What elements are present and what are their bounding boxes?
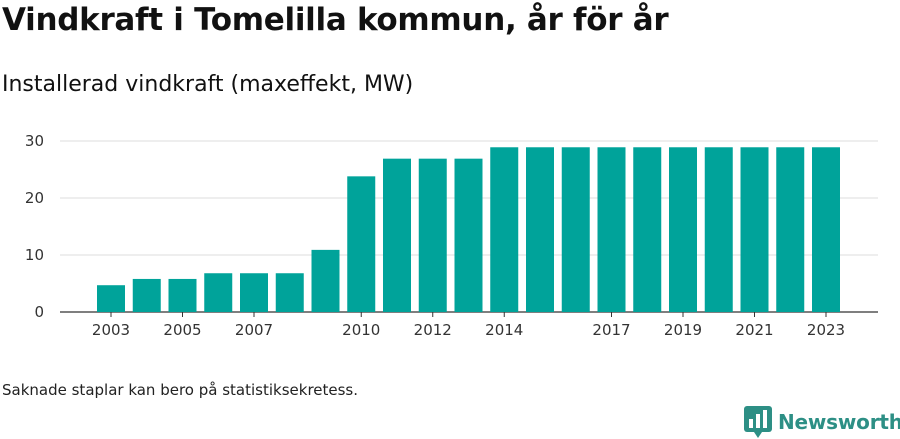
x-tick-label: 2017	[592, 321, 630, 339]
y-tick-label: 0	[34, 303, 44, 321]
bar	[812, 147, 840, 312]
bar	[97, 285, 125, 312]
footnote: Saknade staplar kan bero på statistiksek…	[2, 381, 359, 399]
bar	[311, 249, 340, 312]
bar	[776, 147, 805, 312]
x-tick-label: 2023	[807, 321, 845, 339]
x-axis-ticks: 2003 2005 2007 2010 2012 2014 2017 2019 2021 2023	[92, 312, 845, 339]
x-tick-label: 2010	[342, 321, 380, 339]
y-tick-label: 30	[25, 132, 44, 150]
x-tick-label: 2003	[92, 321, 130, 339]
y-axis-ticks: 0 10 20 30	[25, 132, 44, 321]
x-tick-label: 2005	[163, 321, 201, 339]
bar	[275, 273, 304, 312]
brand-name: Newsworthy	[778, 410, 900, 434]
bar	[168, 278, 197, 312]
bar-chart: 0 10 20 30 2003 2005 2007 2010 2012 2014 2017 2019…	[25, 132, 878, 339]
x-tick-label: 2014	[485, 321, 523, 339]
y-tick-label: 10	[25, 246, 44, 264]
chart-title: Vindkraft i Tomelilla kommun, år för år	[2, 2, 669, 38]
x-tick-label: 2012	[414, 321, 452, 339]
x-tick-label: 2019	[664, 321, 702, 339]
bar	[132, 278, 161, 312]
bar	[526, 147, 554, 312]
bar	[347, 176, 376, 312]
bar	[418, 158, 447, 312]
x-tick-label: 2007	[235, 321, 273, 339]
bar	[490, 147, 519, 312]
bars	[97, 147, 840, 312]
newsworthy-logo: Newsworthy	[744, 405, 900, 439]
bar	[597, 147, 626, 312]
bar	[240, 273, 268, 312]
bar	[669, 147, 697, 312]
bar	[561, 147, 590, 312]
bar	[704, 147, 733, 312]
bar	[383, 158, 411, 312]
chart-subtitle: Installerad vindkraft (maxeffekt, MW)	[2, 72, 414, 97]
y-tick-label: 20	[25, 189, 44, 207]
x-tick-label: 2021	[735, 321, 773, 339]
newsworthy-bar-chart-icon	[744, 406, 772, 438]
bar	[633, 147, 662, 312]
bar	[204, 273, 233, 312]
bar	[454, 158, 483, 312]
bar	[740, 147, 769, 312]
